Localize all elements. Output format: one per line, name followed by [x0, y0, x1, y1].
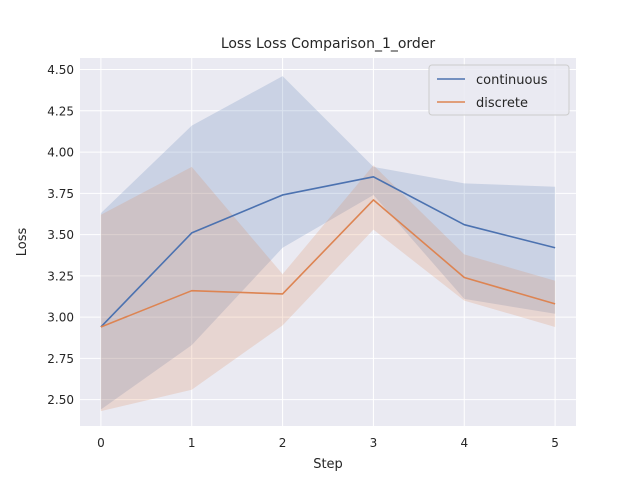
- confidence-band-discrete: [100, 165, 556, 412]
- series-line-discrete: [100, 199, 556, 328]
- y-tick-label: 2.75: [47, 352, 74, 366]
- confidence-band-continuous: [100, 76, 556, 410]
- y-tick-label: 3.25: [47, 269, 74, 283]
- x-tick-label: 2: [279, 436, 287, 450]
- legend-label-discrete: discrete: [476, 96, 528, 111]
- x-tick-label: 5: [551, 436, 559, 450]
- y-tick-label: 4.50: [47, 63, 74, 77]
- x-axis-label: Step: [313, 457, 343, 472]
- x-axis-ticks: 0 1 2 3 4 5: [97, 436, 559, 450]
- series-lines: [100, 176, 556, 328]
- chart-title: Loss Loss Comparison_1_order: [221, 36, 436, 52]
- y-axis-label: Loss: [15, 228, 30, 257]
- x-tick-label: 3: [370, 436, 378, 450]
- y-tick-label: 3.75: [47, 187, 74, 201]
- series-line-continuous: [100, 176, 556, 328]
- plot-area: [80, 58, 576, 426]
- x-tick-label: 1: [188, 436, 196, 450]
- x-tick-label: 4: [460, 436, 468, 450]
- y-tick-label: 2.50: [47, 393, 74, 407]
- y-tick-label: 4.25: [47, 104, 74, 118]
- legend: continuous discrete: [428, 64, 570, 116]
- y-tick-label: 3.00: [47, 311, 74, 325]
- legend-label-continuous: continuous: [476, 73, 548, 88]
- grid: [80, 58, 576, 426]
- confidence-bands: [100, 76, 556, 412]
- y-axis-ticks: 2.50 2.75 3.00 3.25 3.50 3.75 4.00 4.25 4.50: [47, 63, 74, 407]
- y-tick-label: 4.00: [47, 146, 74, 160]
- x-tick-label: 0: [97, 436, 105, 450]
- y-tick-label: 3.50: [47, 228, 74, 242]
